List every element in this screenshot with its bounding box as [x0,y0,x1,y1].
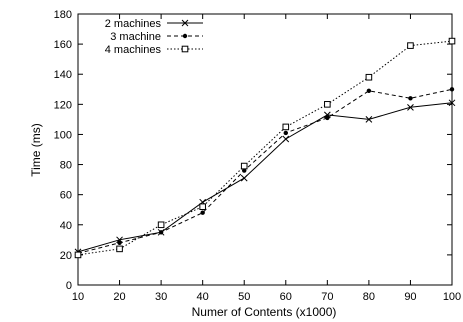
data-point [74,251,82,259]
data-point [240,162,248,170]
y-tick-label: 100 [54,129,72,141]
y-tick-label: 0 [66,280,72,292]
data-point [366,88,372,93]
x-tick-label: 30 [155,291,167,303]
y-tick-label: 40 [60,220,72,232]
series-layer [74,37,456,259]
y-tick-label: 180 [54,9,72,21]
data-point [181,45,189,53]
x-tick-label: 50 [238,291,250,303]
data-point [407,103,414,111]
series-line [77,102,453,253]
legend-item: 3 machine [110,31,203,43]
series-3 [74,37,456,259]
data-point [407,42,414,49]
data-point [323,111,331,119]
data-point [199,203,206,211]
y-tick-label: 160 [54,39,72,51]
plot-frame [77,13,453,286]
data-point [365,73,373,81]
series-line [77,40,453,256]
plot-border [77,13,453,286]
data-point [408,96,413,101]
x-tick-label: 100 [443,291,461,303]
x-axis-ticks: 10 20 30 40 50 60 70 80 90 100 [72,14,461,303]
legend-item: 4 machines [105,44,203,56]
data-point [282,123,290,131]
y-tick-label: 20 [60,250,72,262]
x-tick-label: 80 [363,291,375,303]
y-tick-label: 60 [60,190,72,202]
y-tick-label: 140 [54,69,72,81]
series-line [77,88,453,254]
data-point [449,87,455,92]
data-point [325,115,330,121]
legend-label: 4 machines [105,44,162,56]
y-tick-label: 120 [54,99,72,111]
legend-item: 2 machines [105,18,203,30]
y-tick-label: 80 [60,160,72,172]
data-point [242,168,247,173]
data-point [181,19,189,27]
data-point [158,230,164,235]
data-point [240,174,248,182]
data-point [448,37,456,45]
x-tick-label: 40 [197,291,209,303]
x-axis-label: Numer of Contents (x1000) [192,305,337,319]
x-tick-label: 70 [321,291,333,303]
data-point [448,99,456,107]
legend-label: 2 machines [105,18,162,30]
x-tick-label: 20 [113,291,125,303]
x-tick-label: 60 [280,291,292,303]
series-2 [75,87,455,256]
y-axis-label: Time (ms) [29,123,43,177]
data-point [365,116,373,123]
data-point [116,245,123,253]
y-axis-ticks: 0 20 40 60 80 100 120 140 160 180 [54,9,452,292]
x-tick-label: 10 [72,291,84,303]
legend-label: 3 machine [110,31,161,43]
data-point [324,101,331,108]
data-point [282,135,290,143]
data-point [200,210,205,215]
x-tick-label: 90 [404,291,416,303]
data-point [117,240,122,246]
data-point [157,221,165,229]
data-point [182,33,188,39]
series-1 [74,99,456,256]
data-point [283,130,288,136]
